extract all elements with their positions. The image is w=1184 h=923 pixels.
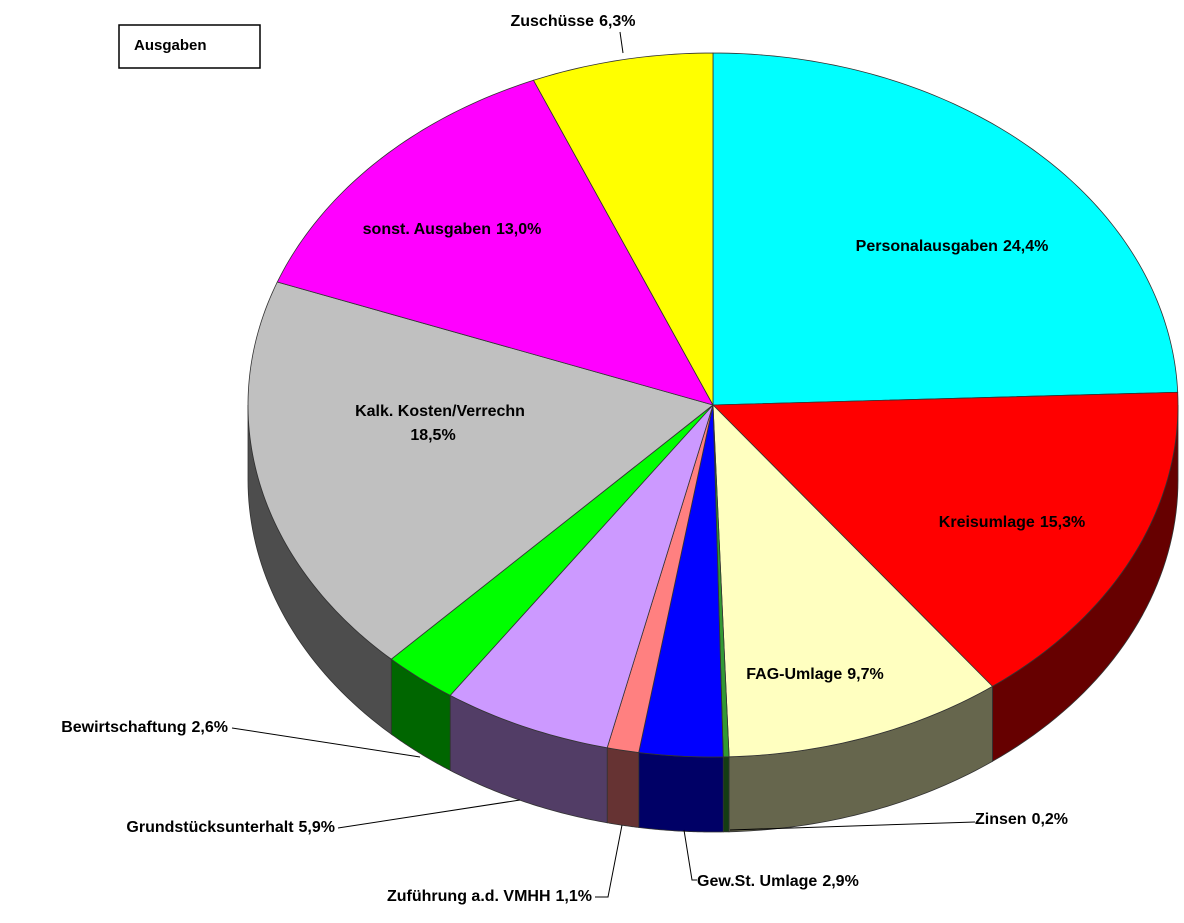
value-label: 6,3% [599, 13, 635, 30]
data-label: Gew.St. Umlage 2,9% [697, 873, 859, 890]
data-label: Zuführung a.d. VMHH 1,1% [387, 888, 592, 905]
value-label: 0,2% [1032, 811, 1068, 828]
data-label: Personalausgaben 24,4% [856, 238, 1049, 255]
category-label: Kalk. Kosten/Verrechn [355, 403, 525, 420]
value-label: 15,3% [1040, 514, 1085, 531]
leader-line [337, 799, 521, 829]
value-label: 5,9% [299, 819, 335, 836]
pie-sides [247, 404, 1179, 833]
data-label: Bewirtschaftung 2,6% [61, 719, 228, 736]
leader-line [683, 829, 697, 881]
leader-line [595, 824, 623, 898]
data-label: Zinsen 0,2% [975, 811, 1068, 828]
category-label: FAG-Umlage [746, 666, 842, 683]
pie-slice [638, 404, 724, 758]
value-label: 2,6% [192, 719, 228, 736]
category-label: Gew.St. Umlage [697, 873, 817, 890]
pie-side [638, 752, 724, 833]
value-label: 18,5% [410, 427, 455, 444]
category-label: Bewirtschaftung [61, 719, 186, 736]
pie-slice [247, 281, 714, 660]
pie-slice [712, 52, 1179, 406]
title-box [118, 24, 261, 69]
pie-side [606, 747, 640, 828]
leader-line [231, 727, 421, 758]
value-label: 2,9% [822, 873, 858, 890]
value-label: 24,4% [1003, 238, 1048, 255]
data-label: Zuschüsse 6,3% [510, 13, 635, 30]
pie-slice [390, 404, 714, 696]
pie-slice [276, 79, 714, 406]
pie-slice [712, 391, 1179, 687]
value-label: 9,7% [847, 666, 883, 683]
pie-slice [532, 52, 714, 406]
value-label: 1,1% [556, 888, 592, 905]
category-label: Zinsen [975, 811, 1027, 828]
value-label: 13,0% [496, 221, 541, 238]
data-label: Kalk. Kosten/Verrechn 18,5% [355, 403, 525, 444]
leader-line [729, 821, 976, 831]
category-label: sonst. Ausgaben [363, 221, 491, 238]
category-label: Kreisumlage [939, 514, 1035, 531]
data-label: FAG-Umlage 9,7% [746, 666, 883, 683]
category-label: Zuschüsse [510, 13, 594, 30]
chart-title: Ausgaben [134, 37, 207, 54]
data-label: Grundstücksunterhalt 5,9% [126, 819, 335, 836]
pie-slice [449, 404, 714, 749]
category-label: Grundstücksunterhalt [126, 819, 294, 836]
pie-side [722, 756, 730, 833]
data-label: Kreisumlage 15,3% [939, 514, 1085, 531]
pie-slice [712, 403, 994, 758]
data-label: sonst. Ausgaben 13,0% [363, 221, 542, 238]
leader-line [619, 31, 624, 54]
category-label: Zuführung a.d. VMHH [387, 888, 551, 905]
category-label: Personalausgaben [856, 238, 998, 255]
